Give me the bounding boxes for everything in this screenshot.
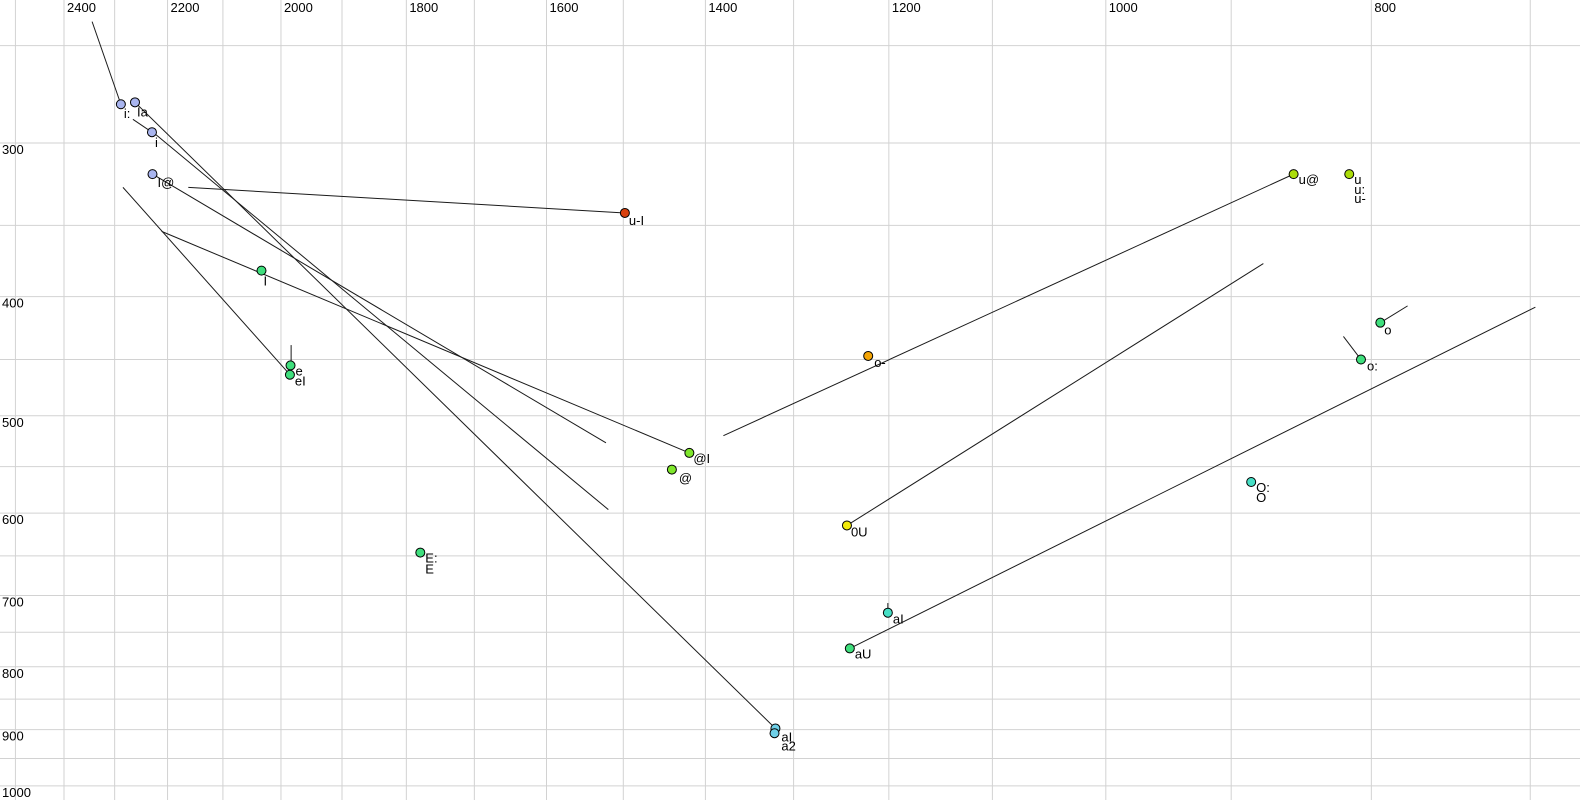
y-tick-600: 600 xyxy=(2,512,24,527)
vowel-label-O-1: O xyxy=(1256,490,1266,505)
vowel-point-aU xyxy=(844,643,855,654)
vowel-point-0U xyxy=(841,520,852,531)
vowel-label-e: e xyxy=(296,363,303,378)
axis-tick-layer: 2400 2200 2000 1800 1600 1400 1200 1000 800 300 40… xyxy=(2,0,1396,800)
trajectory-i-line xyxy=(152,131,609,510)
vowel-point-a2-low xyxy=(769,728,780,739)
vowel-label-eI: eI xyxy=(295,374,306,389)
y-tick-400: 400 xyxy=(2,296,24,311)
trajectory-layer xyxy=(91,21,1536,729)
vowel-point-I xyxy=(256,265,267,276)
vowel-point-u-schwa xyxy=(1288,169,1299,180)
vowel-label-o-long: o: xyxy=(1367,359,1378,374)
vowel-point-Ia xyxy=(129,97,140,108)
trajectory-I-schwaI xyxy=(161,230,690,454)
x-tick-1400: 1400 xyxy=(708,0,737,15)
y-tick-300: 300 xyxy=(2,142,24,157)
vowel-label-o-mid: o- xyxy=(874,355,886,370)
trajectory-eI-line xyxy=(122,187,291,376)
vowel-point-o xyxy=(1375,317,1386,328)
x-tick-1600: 1600 xyxy=(550,0,579,15)
y-tick-1000: 1000 xyxy=(2,785,31,800)
trajectory-aU-line xyxy=(849,306,1536,649)
trajectory-u-I-line xyxy=(188,186,625,214)
vowel-label-E-1: E xyxy=(425,562,434,577)
vowel-label-u-I: u-I xyxy=(629,213,644,228)
vowel-point-i-long xyxy=(115,99,126,110)
vowel-point-schwa xyxy=(666,464,677,475)
vowel-label-aI-mid: aI xyxy=(893,612,904,627)
trajectory-Ia-a2 xyxy=(134,101,776,729)
vowel-label-Ia: Ia xyxy=(137,104,149,119)
y-tick-900: 900 xyxy=(2,729,24,744)
vowel-label-aU: aU xyxy=(855,646,872,661)
vowel-point-e xyxy=(285,360,296,371)
vowel-label-schwa: @ xyxy=(679,471,692,486)
trajectory-u-schwa-line xyxy=(723,173,1294,437)
trajectory-0U-line xyxy=(846,263,1264,526)
trajectory-o-tail xyxy=(1380,305,1408,324)
vowel-point-o-long xyxy=(1355,354,1366,365)
x-tick-1200: 1200 xyxy=(892,0,921,15)
vowel-point-E xyxy=(415,547,426,558)
vowel-label-I-schwa: I@ xyxy=(157,175,174,190)
y-tick-800: 800 xyxy=(2,666,24,681)
vowel-point-aI-mid xyxy=(882,607,893,618)
vowel-label-E: E: xyxy=(425,551,437,566)
x-tick-2200: 2200 xyxy=(171,0,200,15)
y-tick-500: 500 xyxy=(2,415,24,430)
x-tick-800: 800 xyxy=(1374,0,1396,15)
vowel-point-o-mid xyxy=(863,350,874,361)
vowel-point-layer xyxy=(115,97,1386,739)
vowel-point-u xyxy=(1344,169,1355,180)
vowel-label-i: i xyxy=(155,135,158,150)
vowel-point-eI xyxy=(284,369,295,380)
x-tick-2400: 2400 xyxy=(67,0,96,15)
vowel-label-I: I xyxy=(263,274,267,289)
vowel-point-schwa-I xyxy=(684,447,695,458)
y-tick-700: 700 xyxy=(2,594,24,609)
vowel-point-i xyxy=(146,127,157,138)
vowel-label-u-1: u: xyxy=(1354,182,1365,197)
vowel-label-u-2: u- xyxy=(1354,191,1366,206)
vowel-point-O xyxy=(1246,476,1257,487)
trajectory-I-schwa-line xyxy=(152,173,607,444)
x-tick-2000: 2000 xyxy=(284,0,313,15)
vowel-label-o: o xyxy=(1384,323,1391,338)
vowel-label-O: O: xyxy=(1256,480,1270,495)
vowel-point-I-schwa xyxy=(147,169,158,180)
vowel-label-aI-low: aI xyxy=(781,729,792,744)
vowel-label-0U: 0U xyxy=(851,524,868,539)
vowel-label-u-schwa: u@ xyxy=(1299,172,1319,187)
vowel-point-u-I xyxy=(619,207,630,218)
vowel-label-schwa-I: @I xyxy=(693,451,710,466)
trajectory-i-long-tail xyxy=(91,21,122,105)
vowel-label-u: u xyxy=(1354,172,1361,187)
x-tick-1000: 1000 xyxy=(1109,0,1138,15)
x-tick-1800: 1800 xyxy=(409,0,438,15)
vowel-label-aI-low-1: a2 xyxy=(781,738,795,753)
vowel-label-i-long: i: xyxy=(124,106,130,121)
